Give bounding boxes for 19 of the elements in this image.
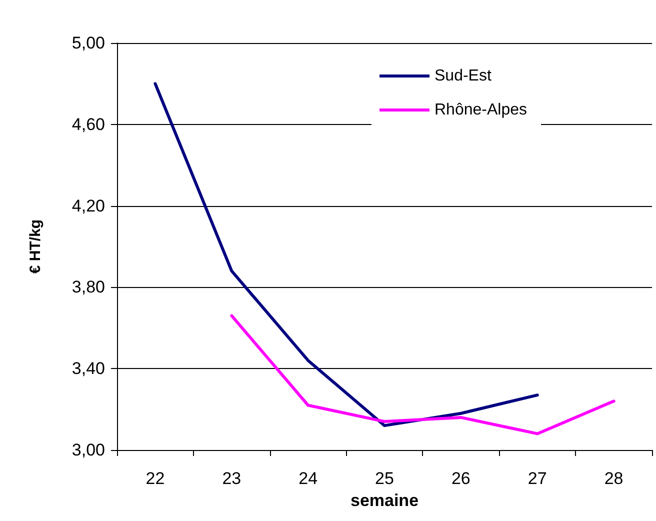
x-tick-label: 22 [146, 469, 165, 488]
x-axis-title: semaine [350, 491, 419, 510]
line-series [154, 82, 539, 428]
legend-label: Rhône-Alpes [434, 102, 527, 118]
y-tick-label: 4,20 [72, 196, 105, 216]
y-tick-label: 3,40 [72, 359, 105, 378]
x-tick-label: 27 [528, 469, 547, 488]
x-tick-label: 28 [604, 469, 624, 488]
y-tick-label: 3,00 [72, 440, 105, 460]
y-axis-title: € HT/kg [27, 219, 44, 274]
x-tick-label: 23 [222, 469, 242, 488]
y-tick-label: 5,00 [72, 34, 105, 52]
legend-label: Sud-Est [434, 68, 492, 84]
line-series [230, 314, 616, 436]
x-tick-label: 25 [375, 469, 394, 488]
y-tick-label: 3,80 [72, 278, 105, 297]
x-tick-label: 24 [298, 469, 318, 488]
x-tick-label: 26 [451, 469, 470, 488]
y-tick-label: 4,60 [72, 114, 105, 134]
